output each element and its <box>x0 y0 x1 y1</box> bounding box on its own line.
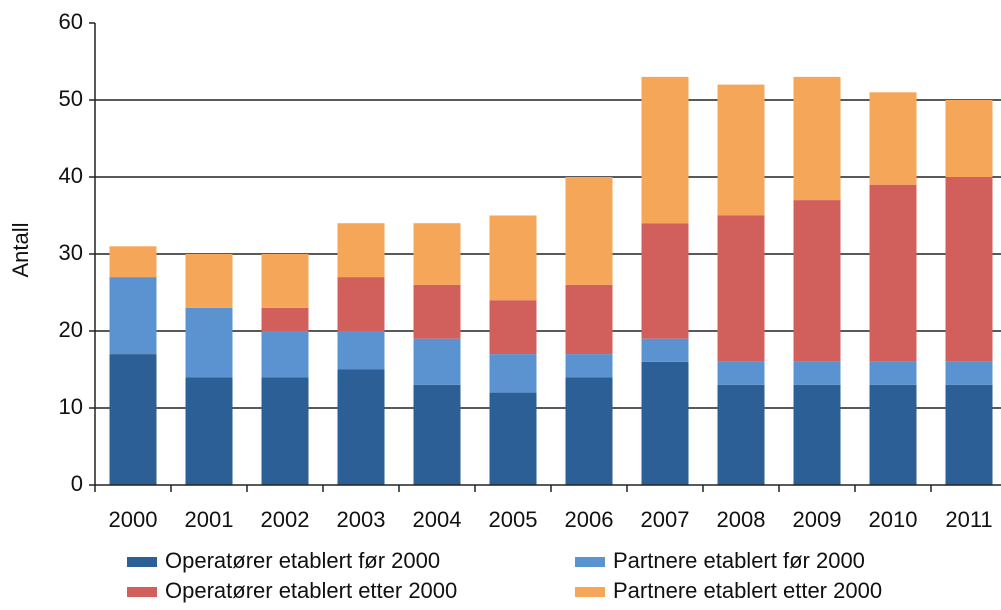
x-tick-label: 2009 <box>793 507 842 532</box>
bar-segment <box>413 284 461 339</box>
bar-segment <box>185 307 233 378</box>
bar-segment <box>717 361 765 385</box>
bar-segment <box>869 361 917 385</box>
bar-segment <box>413 223 461 285</box>
bar-segment <box>565 177 613 285</box>
x-tick-label: 2004 <box>413 507 462 532</box>
bar-segment <box>489 354 537 393</box>
y-tick-label: 10 <box>59 394 83 419</box>
bar-segment <box>489 215 537 301</box>
bar-segment <box>337 369 385 485</box>
bar-segment <box>109 277 157 355</box>
bar-segment <box>641 338 689 362</box>
legend-label: Partnere etablert før 2000 <box>613 548 865 573</box>
bar-segment <box>565 284 613 355</box>
bar-segment <box>641 361 689 485</box>
bar-segment <box>185 377 233 485</box>
bar-segment <box>641 223 689 339</box>
bar-segment <box>793 384 841 485</box>
bar-segment <box>945 361 993 385</box>
y-tick-label: 0 <box>71 471 83 496</box>
bar-segment <box>565 354 613 378</box>
y-tick-label: 60 <box>59 9 83 34</box>
x-tick-label: 2008 <box>717 507 766 532</box>
bar-segment <box>109 354 157 485</box>
bar-segment <box>717 84 765 216</box>
x-tick-label: 2011 <box>945 507 992 532</box>
bar-segment <box>945 384 993 485</box>
legend-swatch <box>575 587 605 597</box>
bar-segment <box>261 377 309 485</box>
x-tick-label: 2006 <box>565 507 614 532</box>
bar-segment <box>261 331 309 378</box>
y-axis-label: Antall <box>8 222 33 277</box>
bar-segment <box>185 254 233 308</box>
bar-segment <box>717 384 765 485</box>
bar-segment <box>109 246 157 278</box>
bar-segment <box>793 200 841 362</box>
bar-segment <box>337 223 385 278</box>
x-tick-label: 2005 <box>489 507 538 532</box>
x-tick-label: 2007 <box>641 507 690 532</box>
y-tick-label: 40 <box>59 163 83 188</box>
bar-segment <box>489 300 537 355</box>
bar-segment <box>945 177 993 362</box>
y-tick-label: 20 <box>59 317 83 342</box>
legend-label: Operatører etablert før 2000 <box>165 548 440 573</box>
legend-swatch <box>575 557 605 567</box>
bar-segment <box>793 76 841 201</box>
bar-segment <box>337 331 385 370</box>
bar-segment <box>945 100 993 177</box>
bar-segment <box>793 361 841 385</box>
bar-segment <box>641 76 689 224</box>
bar-segment <box>261 307 309 331</box>
bar-segment <box>413 338 461 385</box>
x-tick-label: 2010 <box>869 507 918 532</box>
bar-segment <box>489 392 537 485</box>
bar-segment <box>565 377 613 485</box>
x-tick-label: 2001 <box>185 507 234 532</box>
legend-swatch <box>127 587 157 597</box>
y-tick-label: 30 <box>59 240 83 265</box>
legend-swatch <box>127 557 157 567</box>
bar-segment <box>869 184 917 362</box>
legend-label: Partnere etablert etter 2000 <box>613 578 882 603</box>
bar-segment <box>869 92 917 185</box>
bar-segment <box>869 384 917 485</box>
bar-segment <box>337 277 385 331</box>
bar-segment <box>717 215 765 362</box>
x-tick-label: 2003 <box>337 507 386 532</box>
x-tick-label: 2000 <box>109 507 158 532</box>
legend-label: Operatører etablert etter 2000 <box>165 578 457 603</box>
bar-segment <box>261 254 309 308</box>
x-tick-label: 2002 <box>261 507 310 532</box>
y-tick-label: 50 <box>59 86 83 111</box>
bar-segment <box>413 384 461 485</box>
